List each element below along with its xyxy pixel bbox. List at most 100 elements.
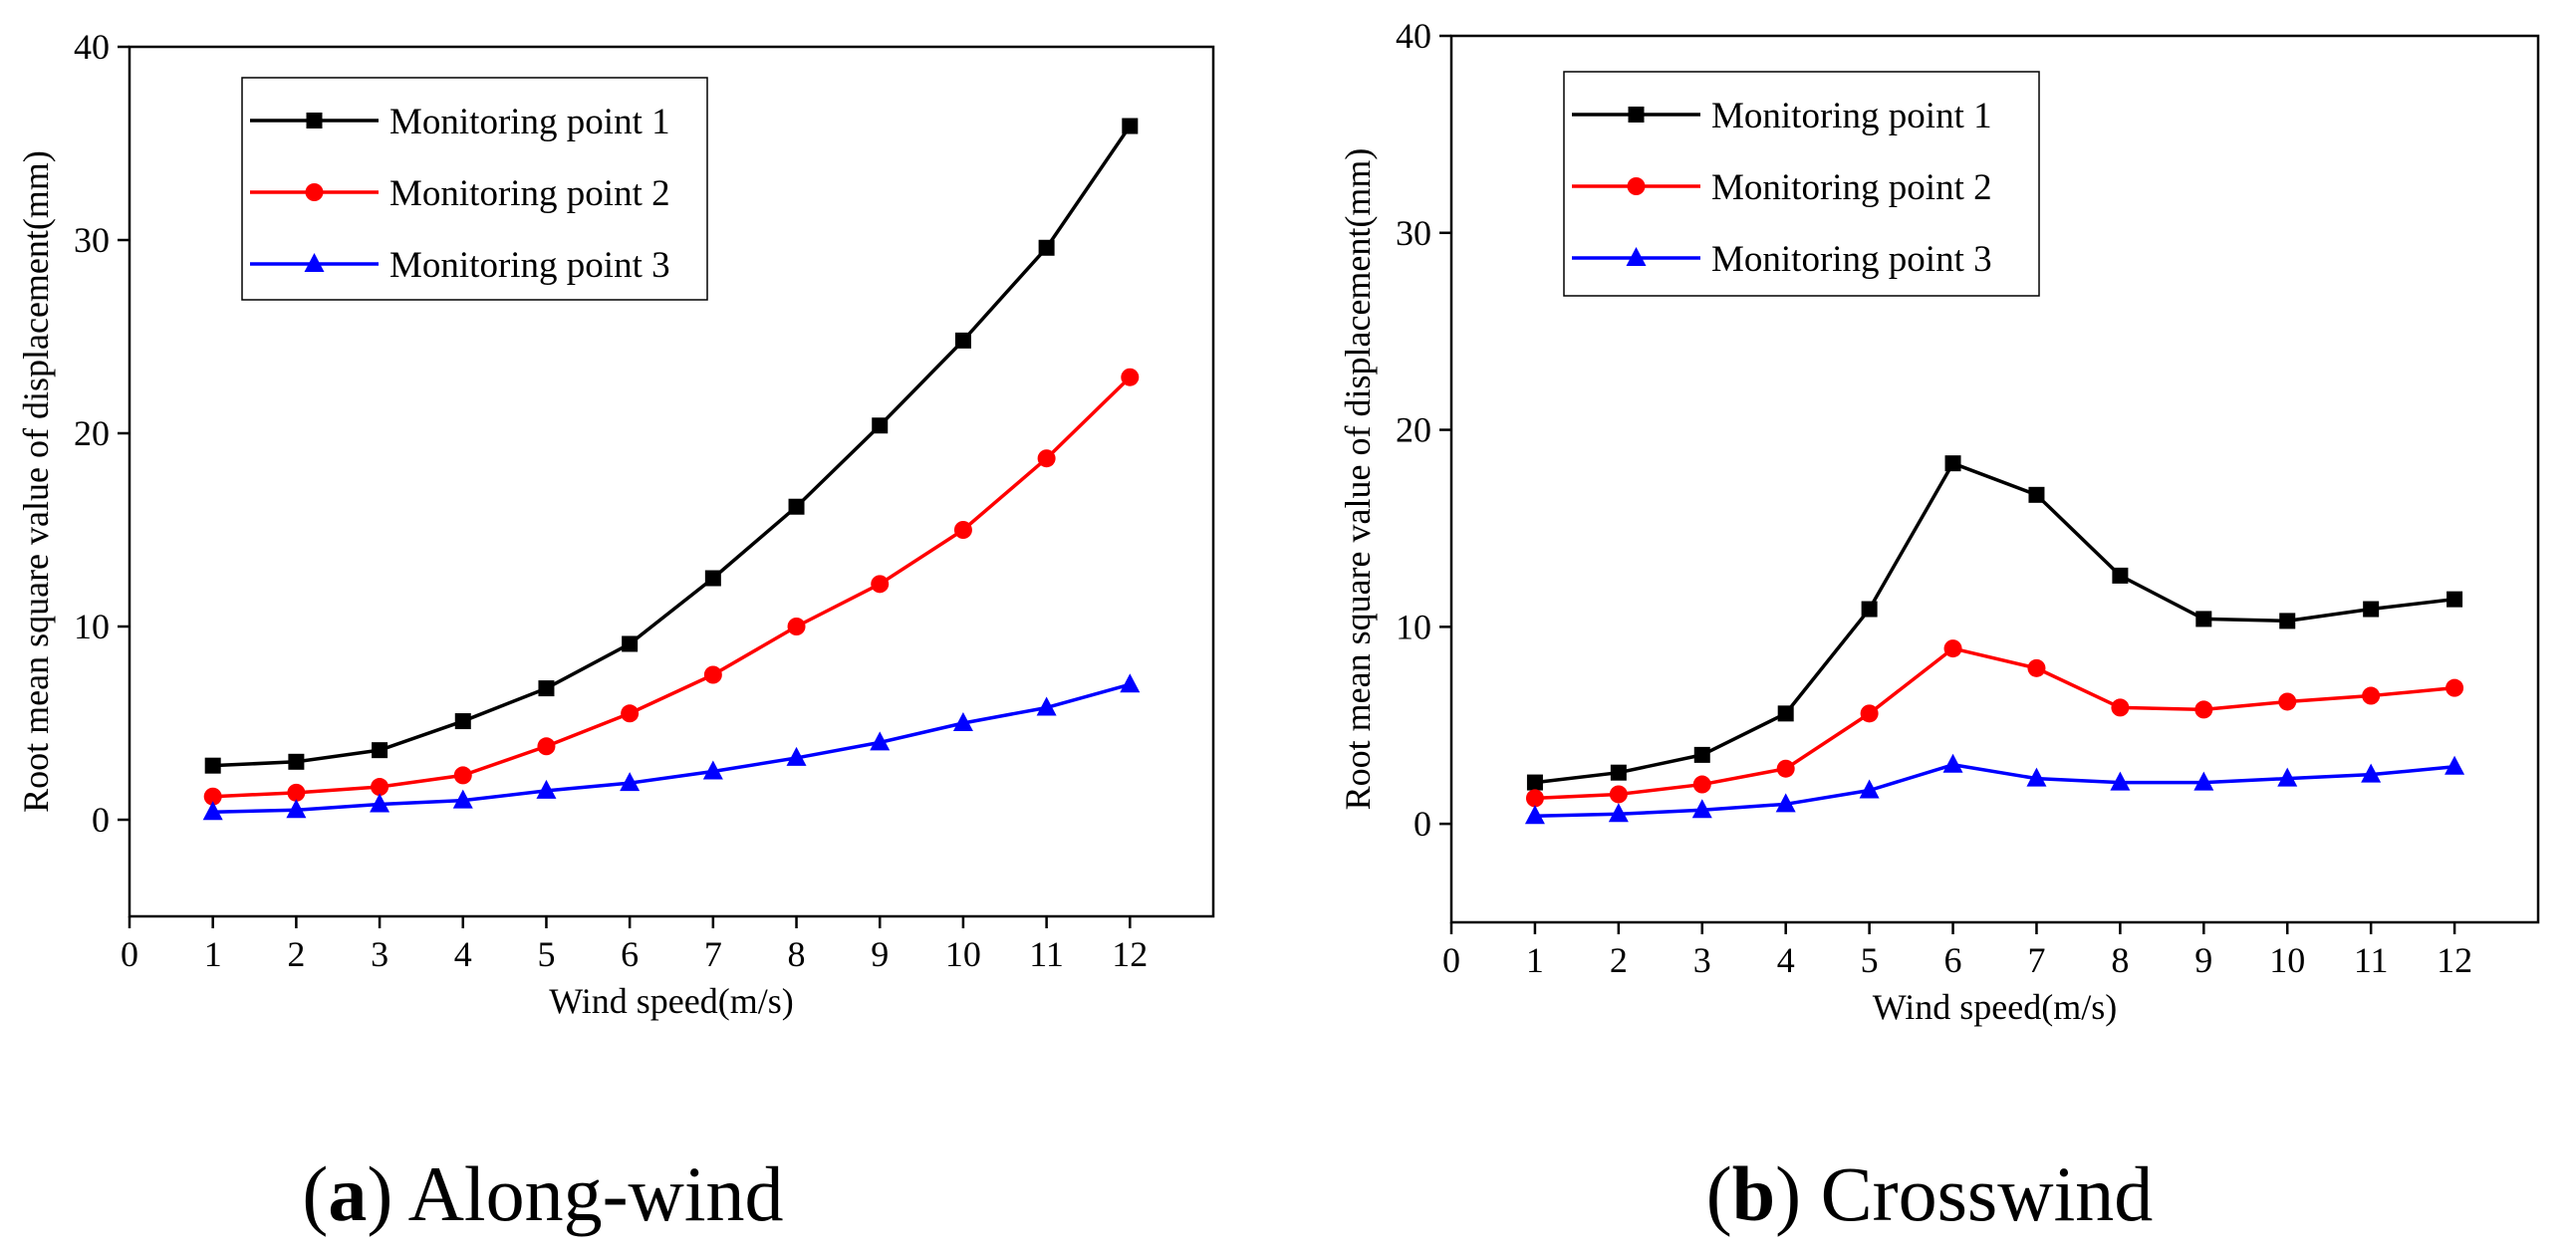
x-tick-label: 0 — [1442, 940, 1460, 980]
x-tick-label: 7 — [704, 934, 722, 974]
x-tick-label: 3 — [371, 934, 388, 974]
x-tick-label: 12 — [1112, 934, 1148, 974]
series-line-point-3 — [1534, 763, 2455, 818]
data-point-point-3 — [286, 799, 307, 819]
data-point-point-2 — [1037, 449, 1056, 468]
data-point-point-2 — [787, 618, 806, 635]
x-tick-label: 11 — [1029, 934, 1064, 974]
legend: Monitoring point 1 Monitoring point 2 Moni… — [241, 77, 708, 301]
x-tick-label: 8 — [788, 934, 806, 974]
x-tick-label: 7 — [2027, 940, 2045, 980]
data-point-point-1 — [1944, 455, 1961, 472]
x-tick-label: 1 — [1526, 940, 1544, 980]
series-line-point-2 — [212, 376, 1132, 799]
data-point-point-3 — [202, 801, 223, 821]
data-point-point-3 — [536, 779, 557, 799]
caption-b: (b) Crosswind — [1706, 1150, 2154, 1237]
x-axis-title: Wind speed(m/s) — [1873, 987, 2118, 1027]
legend-marker — [305, 183, 324, 201]
data-point-point-3 — [2026, 767, 2047, 787]
data-point-point-2 — [953, 521, 972, 539]
data-point-point-3 — [1608, 803, 1629, 823]
data-point-point-1 — [454, 713, 471, 730]
data-point-point-1 — [1861, 601, 1878, 618]
y-tick-label: 30 — [74, 220, 110, 260]
y-tick-label: 0 — [1414, 804, 1431, 844]
data-point-point-1 — [288, 753, 305, 770]
data-point-point-2 — [1860, 704, 1879, 723]
x-tick-label: 4 — [454, 934, 472, 974]
legend-label: Monitoring point 1 — [1711, 96, 1992, 136]
data-point-point-2 — [2194, 700, 2213, 719]
x-tick-label: 9 — [871, 934, 889, 974]
legend-label: Monitoring point 2 — [1711, 167, 1992, 208]
x-tick-label: 2 — [287, 934, 305, 974]
legend-label: Monitoring point 3 — [1711, 239, 1992, 280]
data-point-point-1 — [2028, 486, 2045, 503]
data-point-point-3 — [2361, 763, 2382, 783]
y-tick-label: 30 — [1396, 213, 1431, 253]
data-point-point-3 — [1120, 673, 1141, 693]
data-point-point-1 — [954, 332, 971, 349]
data-point-point-3 — [452, 789, 473, 809]
data-point-point-1 — [2447, 591, 2463, 608]
x-tick-label: 9 — [2194, 940, 2212, 980]
x-tick-label: 4 — [1777, 940, 1795, 980]
x-tick-label: 10 — [945, 934, 981, 974]
data-point-point-3 — [1524, 805, 1545, 825]
x-tick-label: 6 — [621, 934, 639, 974]
plot-frame — [1449, 34, 2540, 924]
data-point-point-3 — [952, 712, 973, 731]
data-point-point-1 — [2195, 611, 2212, 628]
x-tick-label: 11 — [2354, 940, 2389, 980]
data-point-point-3 — [2445, 755, 2465, 775]
y-tick-label: 0 — [92, 800, 110, 840]
data-point-point-2 — [1943, 639, 1962, 658]
data-point-point-1 — [2279, 613, 2296, 629]
legend-marker — [1626, 247, 1647, 266]
data-point-point-1 — [2112, 567, 2129, 584]
data-point-point-3 — [2193, 771, 2214, 791]
data-point-point-2 — [2027, 658, 2046, 677]
y-tick-label: 10 — [1396, 607, 1431, 646]
data-point-point-2 — [1121, 368, 1140, 386]
legend-label: Monitoring point 3 — [389, 245, 670, 286]
data-point-point-2 — [371, 778, 389, 797]
legend-marker — [306, 113, 323, 128]
data-point-point-2 — [871, 575, 890, 594]
x-tick-label: 3 — [1693, 940, 1711, 980]
data-point-point-3 — [370, 793, 390, 813]
data-point-point-3 — [702, 760, 723, 780]
data-point-point-3 — [1036, 696, 1057, 716]
data-point-point-3 — [1859, 779, 1880, 799]
data-point-point-2 — [2446, 678, 2464, 697]
x-tick-label: 2 — [1610, 940, 1628, 980]
y-axis-title: Root mean square value of displacement(m… — [1338, 148, 1378, 811]
x-tick-label: 0 — [121, 934, 138, 974]
data-point-point-1 — [204, 757, 221, 774]
legend-marker — [1628, 107, 1645, 123]
legend-marker — [1627, 177, 1646, 195]
data-point-point-1 — [1693, 746, 1710, 763]
data-point-point-1 — [704, 570, 721, 587]
data-point-point-3 — [786, 746, 807, 766]
data-point-point-2 — [1692, 775, 1711, 794]
data-point-point-2 — [287, 783, 306, 802]
data-point-point-2 — [621, 704, 640, 723]
legend: Monitoring point 1 Monitoring point 2 Moni… — [1563, 71, 2040, 297]
data-point-point-1 — [538, 680, 555, 697]
data-point-point-3 — [1942, 753, 1963, 773]
caption-a: (a) Along-wind — [302, 1150, 783, 1237]
legend-label: Monitoring point 2 — [389, 173, 670, 214]
y-tick-label: 20 — [74, 413, 110, 453]
data-point-point-1 — [1122, 118, 1139, 134]
data-point-point-1 — [2363, 601, 2380, 618]
data-point-point-3 — [2110, 771, 2131, 791]
x-tick-label: 5 — [1861, 940, 1879, 980]
data-point-point-1 — [1777, 705, 1794, 722]
data-point-point-1 — [872, 417, 889, 434]
data-point-point-2 — [2362, 686, 2381, 705]
data-point-point-2 — [1776, 759, 1795, 778]
